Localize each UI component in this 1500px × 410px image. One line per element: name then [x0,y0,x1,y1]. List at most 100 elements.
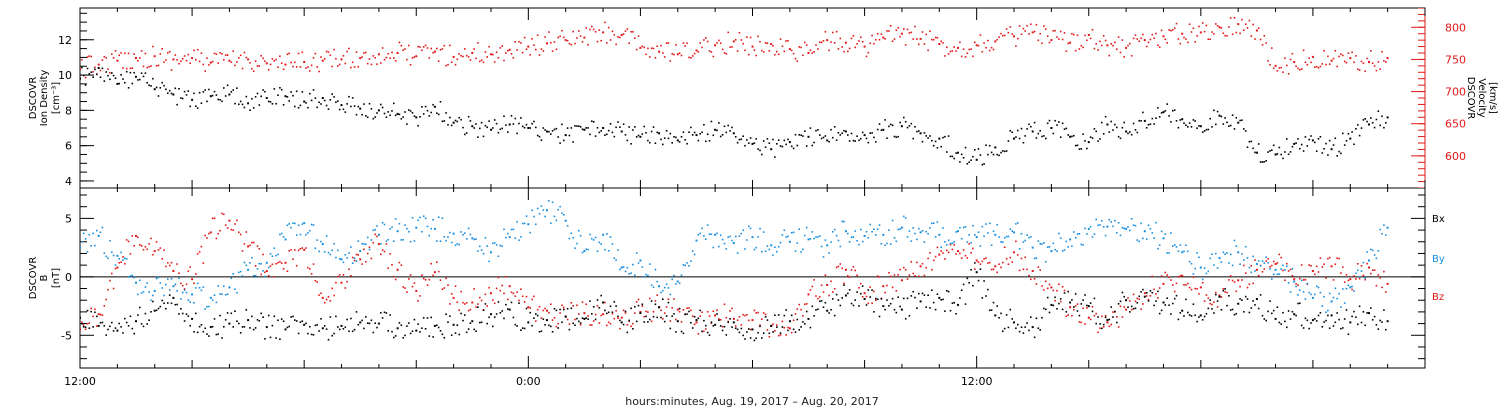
bz-point [265,270,268,272]
bz-point [92,315,94,318]
by-point [1201,278,1204,281]
bz-point [443,287,446,289]
bx-point [1140,291,1142,293]
bx-point [787,329,789,332]
bx-point [1229,309,1232,311]
bx-point [1104,316,1107,319]
by-point [551,201,554,204]
density-point [551,130,554,132]
by-point [325,235,328,237]
velocity-point [736,50,739,52]
by-point [353,257,356,259]
velocity-point [178,62,180,65]
bz-point [1366,262,1368,265]
density-point [727,124,729,127]
velocity-point [695,49,698,52]
bz-point [1278,253,1281,256]
by-point [718,245,720,248]
by-point [1332,296,1335,299]
velocity-point [1362,62,1365,64]
by-point [1073,231,1075,233]
by-point [150,299,152,302]
by-point [1067,246,1069,248]
bx-point [1345,309,1348,311]
bx-point [1254,304,1256,306]
density-point [675,136,677,139]
bz-point [1116,316,1118,318]
bz-point [826,284,829,286]
bz-point [788,327,791,330]
by-point [1340,306,1342,308]
density-point [1310,135,1312,137]
velocity-point [1368,61,1370,63]
bx-point [1220,309,1223,311]
bx-point [439,330,442,332]
by-point [1291,268,1294,270]
bx-point [168,294,171,296]
bx-point [120,326,122,328]
velocity-point [927,49,929,52]
bx-point [880,298,883,300]
bz-point [305,247,307,249]
bz-point [1095,312,1097,315]
velocity-point [977,44,980,47]
by-point [798,228,800,230]
by-point [1342,288,1344,290]
bx-point [667,301,670,304]
velocity-point [507,49,509,52]
bx-point [428,335,431,337]
velocity-point [1172,29,1174,31]
bz-point [1166,274,1168,276]
velocity-point [802,54,804,57]
bx-point [1340,327,1342,330]
bz-point [990,268,993,271]
bz-point [594,313,597,316]
by-point [777,245,780,248]
density-point [1330,148,1333,151]
bz-point [252,241,255,244]
by-point [1196,252,1198,254]
bz-point [346,280,348,283]
density-point [990,151,993,154]
bx-point [402,337,404,339]
bz-point [792,319,795,322]
bz-point [1304,278,1307,281]
bx-point [1132,307,1135,310]
bx-point [445,313,447,315]
density-point [351,97,354,99]
velocity-point [1248,19,1251,22]
bx-point [606,312,608,315]
bx-point [1026,322,1028,324]
velocity-point [1097,49,1099,51]
bx-point [891,297,894,300]
velocity-point [863,45,866,48]
by-point [1114,219,1116,222]
density-point [1265,160,1267,162]
bx-point [1015,327,1017,329]
density-point [665,130,668,132]
velocity-point [1246,27,1249,29]
density-point [1048,119,1051,122]
bz-point [224,224,227,226]
bx-point [617,315,619,318]
density-point [979,154,982,156]
density-point [1011,131,1013,134]
bx-point [357,323,360,326]
bz-point [544,307,546,310]
bz-point [1106,321,1109,324]
bx-point [312,334,315,336]
bx-point [658,306,661,309]
bz-point [303,248,306,251]
bz-point [882,285,885,288]
by-point [168,289,171,291]
velocity-point [312,57,315,59]
bx-point [1224,288,1226,290]
by-point [161,287,163,289]
bz-point [1196,288,1198,290]
velocity-point [1308,57,1310,60]
by-point [331,249,333,252]
velocity-point [223,59,225,61]
density-point [770,148,773,151]
bz-point [854,269,856,272]
by-point [430,227,432,230]
